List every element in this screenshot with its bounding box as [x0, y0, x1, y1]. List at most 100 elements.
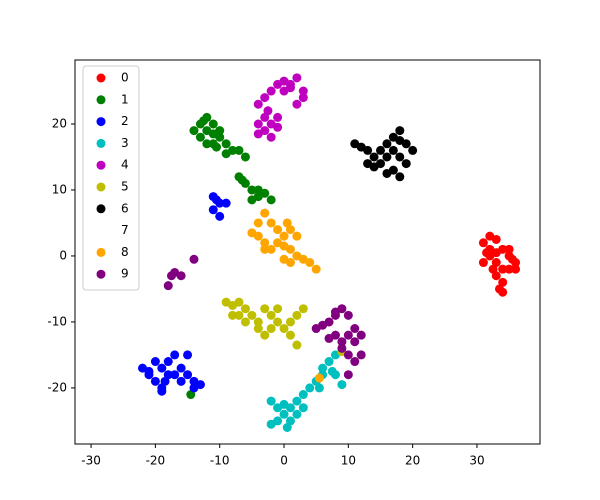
point [488, 264, 498, 274]
legend-marker [96, 204, 106, 214]
legend-marker [96, 182, 106, 192]
point [253, 218, 263, 228]
point [292, 99, 302, 109]
point [482, 248, 492, 258]
point [314, 373, 324, 383]
point [350, 324, 360, 334]
point [260, 238, 270, 248]
point [260, 330, 270, 340]
point [498, 287, 508, 297]
point [504, 244, 514, 254]
point [266, 86, 276, 96]
point [260, 304, 270, 314]
point [176, 363, 186, 373]
plot-frame [74, 59, 541, 445]
point [208, 129, 218, 139]
point [266, 132, 276, 142]
point [285, 244, 295, 254]
point [240, 317, 250, 327]
point [337, 337, 347, 347]
point [298, 86, 308, 96]
point [324, 317, 334, 327]
point [263, 106, 273, 116]
point [298, 390, 308, 400]
point [279, 231, 289, 241]
point [343, 330, 353, 340]
point [234, 145, 244, 155]
point [253, 99, 263, 109]
point [395, 152, 405, 162]
legend-marker [96, 73, 106, 83]
y-tick-label: 20 [52, 117, 67, 131]
legend-marker [96, 226, 106, 236]
point [157, 363, 167, 373]
point [170, 370, 180, 380]
point [498, 264, 508, 274]
point [208, 205, 218, 215]
point [356, 330, 366, 340]
point [240, 152, 250, 162]
legend-label: 1 [121, 92, 129, 106]
point [266, 310, 276, 320]
point [298, 93, 308, 103]
point [266, 218, 276, 228]
legend-label: 7 [121, 223, 129, 237]
point [292, 340, 302, 350]
point [305, 383, 315, 393]
point [285, 83, 295, 93]
point [292, 73, 302, 83]
point [253, 231, 263, 241]
point [285, 258, 295, 268]
point [273, 317, 283, 327]
point [292, 396, 302, 406]
point [292, 310, 302, 320]
point [266, 195, 276, 205]
point [253, 317, 263, 327]
y-tick-label: 0 [59, 248, 67, 262]
point [279, 324, 289, 334]
legend-marker [96, 95, 106, 105]
point [324, 333, 334, 343]
point [401, 159, 411, 169]
point [247, 195, 257, 205]
point [273, 112, 283, 122]
point [183, 350, 193, 360]
point [163, 281, 173, 291]
x-tick-label: 20 [405, 454, 420, 468]
point [247, 310, 257, 320]
point [292, 409, 302, 419]
point [511, 264, 521, 274]
point [408, 145, 418, 155]
point [337, 343, 347, 353]
point [176, 376, 186, 386]
legend-marker [96, 138, 106, 148]
point [150, 357, 160, 367]
x-tick-label: 0 [280, 454, 288, 468]
x-tick-label: -30 [81, 454, 101, 468]
point [189, 254, 199, 264]
point [215, 211, 225, 221]
y-tick-label: -10 [47, 314, 67, 328]
point [247, 185, 257, 195]
legend-marker [96, 269, 106, 279]
point [234, 297, 244, 307]
point [183, 370, 193, 380]
y-tick-label: -20 [47, 380, 67, 394]
point [311, 264, 321, 274]
legend-label: 9 [121, 267, 129, 281]
point [305, 258, 315, 268]
point [157, 386, 167, 396]
point [273, 304, 283, 314]
point [324, 357, 334, 367]
point [369, 152, 379, 162]
point [199, 116, 209, 126]
point [237, 175, 247, 185]
point [273, 416, 283, 426]
point [211, 142, 221, 152]
point [202, 139, 212, 149]
point [343, 370, 353, 380]
point [253, 119, 263, 129]
point [350, 337, 360, 347]
point [234, 310, 244, 320]
